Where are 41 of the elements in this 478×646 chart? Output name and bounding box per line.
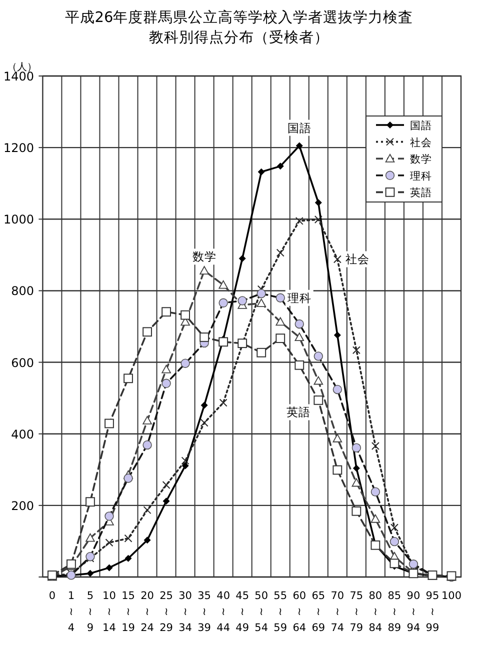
- x-tick-label: 70 ≀ 74: [330, 590, 344, 634]
- y-tick-label: 800: [11, 284, 34, 298]
- x-tick-label: 90 ≀ 94: [406, 590, 420, 634]
- x-tick-label: 10 ≀ 14: [102, 590, 116, 634]
- chart-subtitle: 教科別得点分布（受検者）: [149, 29, 329, 46]
- x-tick-label: 75 ≀ 79: [350, 590, 364, 634]
- legend-label: 数学: [410, 154, 432, 166]
- legend-label: 理科: [410, 170, 432, 182]
- legend-label: 社会: [410, 136, 432, 149]
- x-tick-label: 1 ≀ 4: [68, 590, 75, 634]
- x-tick-label: 60 ≀ 64: [292, 590, 306, 634]
- x-tick-label: 55 ≀ 59: [274, 590, 288, 634]
- y-tick-label: 400: [11, 427, 34, 442]
- annotation: 英語: [286, 405, 310, 420]
- x-tick-label: 25 ≀ 29: [160, 590, 173, 634]
- x-tick-label: 65 ≀ 69: [312, 590, 326, 634]
- y-tick-label: 1000: [3, 212, 34, 227]
- x-tick-label: 0: [48, 590, 56, 602]
- x-tick-label: 35 ≀ 39: [198, 590, 212, 634]
- y-tick-label: 1200: [3, 141, 34, 156]
- x-tick-label: 80 ≀ 84: [368, 590, 382, 634]
- annotation: 数学: [192, 250, 216, 264]
- x-tick-label: 85 ≀ 89: [388, 590, 402, 634]
- x-tick-label: 15 ≀ 19: [122, 590, 135, 634]
- y-tick-label: 600: [11, 356, 34, 370]
- legend-label: 英語: [410, 186, 432, 200]
- annotation: 理科: [287, 290, 312, 305]
- legend-label: 国語: [410, 119, 432, 132]
- x-tick-label: 30 ≀ 34: [178, 590, 192, 634]
- chart-title: 平成26年度群馬県公立高等学校入学者選抜学力検査: [64, 9, 414, 26]
- x-tick-label: 5 ≀ 9: [86, 590, 94, 634]
- x-tick-label: 100: [441, 590, 462, 602]
- annotation: 国語: [287, 120, 312, 135]
- x-tick-label: 50 ≀ 54: [254, 590, 268, 634]
- x-tick-label: 40 ≀ 44: [216, 590, 230, 634]
- x-tick-label: 45 ≀ 49: [236, 590, 250, 634]
- y-axis-title: （人）: [7, 62, 37, 73]
- annotation: 社会: [345, 252, 370, 266]
- x-tick-label: 95 ≀ 99: [426, 590, 440, 634]
- x-tick-label: 20 ≀ 24: [140, 590, 154, 634]
- y-tick-label: 200: [11, 498, 34, 513]
